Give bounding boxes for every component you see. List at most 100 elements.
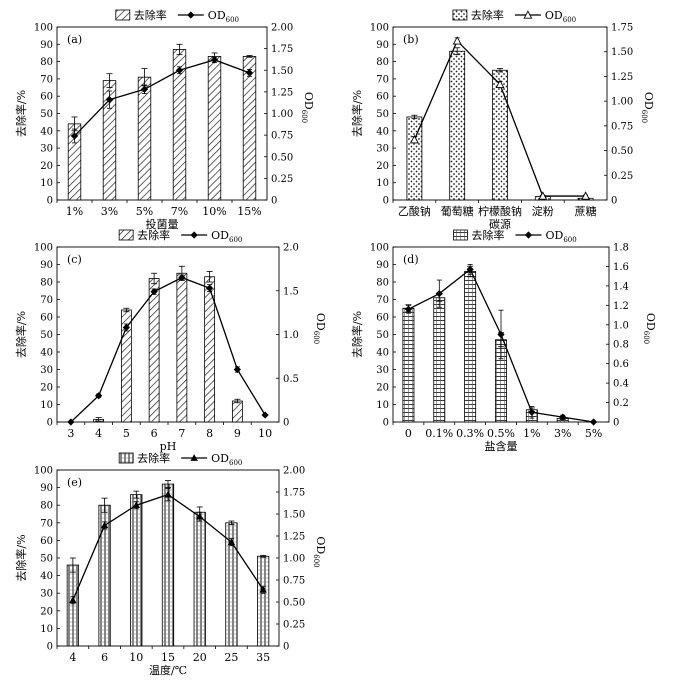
legend-line-label: OD600 (211, 452, 242, 467)
od-point (538, 191, 548, 200)
od-point (497, 330, 505, 339)
bar (402, 307, 415, 423)
legend-bar-swatch (118, 229, 134, 241)
panel-label: (c) (67, 253, 82, 266)
od-point (206, 284, 214, 292)
od-point (261, 411, 269, 419)
x-category-label: 0.1% (425, 427, 453, 440)
left-tick-label: 100 (34, 243, 53, 254)
left-tick-label: 70 (376, 74, 389, 85)
bar (449, 50, 466, 201)
od-point (67, 418, 75, 426)
od-point (150, 288, 158, 296)
od-point (227, 538, 236, 546)
right-tick-label: 1.75 (611, 23, 633, 34)
right-tick-label: 1.25 (611, 72, 633, 83)
od-line (70, 276, 266, 423)
x-category-label: 0.3% (456, 427, 484, 440)
od-point (528, 408, 536, 416)
od-point (140, 85, 149, 93)
x-axis-label: 碳源 (489, 217, 511, 231)
legend-line-label: OD600 (545, 9, 576, 24)
od-point (233, 365, 241, 374)
left-tick-label: 10 (376, 178, 389, 189)
chart-panel-a: 0 10 20 30 40 50 60 70 80 90 100 0 0.25 0.50 0.75 1.00 1… (14, 8, 315, 231)
left-tick-label: 80 (40, 57, 53, 68)
left-tick-label: 0 (383, 196, 389, 207)
right-tick-label: 1.75 (271, 44, 293, 55)
right-tick-label: 1.00 (271, 109, 293, 120)
od-point (69, 596, 77, 604)
x-category-label: 0.5% (487, 427, 515, 440)
legend-line-label-main: OD (545, 229, 563, 242)
od-point (178, 274, 186, 282)
left-tick-label: 40 (40, 126, 53, 137)
x-category-label: 10 (258, 427, 272, 440)
plot-frame (56, 26, 268, 201)
bar (66, 564, 79, 647)
right-tick-label: 1.75 (283, 488, 305, 499)
right-axis-label-main: OD (644, 313, 657, 331)
od-point (409, 134, 419, 144)
left-tick-label: 90 (40, 483, 53, 494)
x-axis-label: 盐含量 (485, 439, 518, 453)
od-point (100, 521, 109, 529)
legend-line-label: OD600 (545, 229, 576, 244)
chart-panel-c: 0 10 20 30 40 50 60 70 80 90 100 0 0.5 1.0 1.5 2.0 3 4 5 6 7… (14, 228, 327, 453)
x-category-label: 柠檬酸钠 (478, 204, 522, 218)
left-tick-label: 40 (376, 348, 389, 359)
chart-panel-d: 0 10 20 30 40 50 60 70 80 90 100 0 0.2 0.4 0.6 0.8 1.0 1.… (350, 228, 657, 453)
bar (231, 400, 243, 423)
right-tick-label: 1.0 (283, 330, 299, 341)
right-tick-label: 1.0 (613, 320, 629, 331)
right-tick-label: 0.75 (283, 576, 305, 587)
right-tick-label: 0.25 (611, 171, 633, 182)
x-axis-label: 温度/℃ (149, 663, 187, 677)
right-tick-label: 0.50 (611, 146, 633, 157)
left-tick-label: 70 (376, 295, 389, 306)
left-tick-label: 50 (376, 330, 389, 341)
od-point (164, 490, 172, 498)
legend-line-label-sub: 600 (563, 16, 576, 24)
od-point (259, 585, 267, 593)
bar (137, 76, 152, 201)
right-tick-label: 0 (613, 418, 619, 429)
left-tick-label: 10 (40, 400, 53, 411)
right-tick-label: 1.00 (283, 554, 305, 565)
right-tick-label: 1.5 (283, 286, 299, 297)
left-tick-label: 80 (40, 501, 53, 512)
legend-line-label: OD600 (208, 9, 239, 24)
right-tick-label: 0 (611, 196, 617, 207)
od-point (132, 501, 140, 509)
od-point (404, 305, 413, 313)
legend-bar-swatch (453, 229, 468, 241)
x-category-label: 20 (193, 651, 207, 664)
bar (406, 116, 423, 201)
left-tick-label: 30 (40, 144, 53, 155)
left-tick-label: 90 (40, 260, 53, 271)
bar (433, 297, 446, 423)
od-point (245, 69, 254, 77)
left-tick-label: 30 (40, 589, 53, 600)
x-category-label: 1% (66, 205, 83, 218)
od-point (435, 290, 443, 298)
left-tick-label: 100 (34, 23, 53, 34)
legend-line-label-main: OD (208, 9, 226, 22)
left-axis-label: 去除率/% (350, 90, 364, 137)
x-category-label: 3 (67, 427, 74, 440)
left-axis-label: 去除率/% (14, 311, 28, 358)
right-tick-label: 2.00 (283, 466, 305, 477)
right-tick-label: 0.6 (613, 359, 629, 370)
left-tick-label: 80 (40, 278, 53, 289)
legend-line-label-sub: 600 (563, 236, 576, 244)
left-tick-label: 50 (40, 330, 53, 341)
right-tick-label: 0.4 (613, 379, 629, 390)
x-category-label: 乙酸钠 (398, 204, 431, 218)
x-category-label: 10 (129, 651, 143, 664)
x-category-label: 15 (161, 651, 175, 664)
legend-line-marker (190, 454, 198, 461)
right-tick-label: 0.50 (271, 152, 293, 163)
legend-line-label-sub: 600 (226, 16, 239, 24)
right-tick-label: 0 (271, 196, 277, 207)
right-tick-label: 0.2 (613, 398, 629, 409)
